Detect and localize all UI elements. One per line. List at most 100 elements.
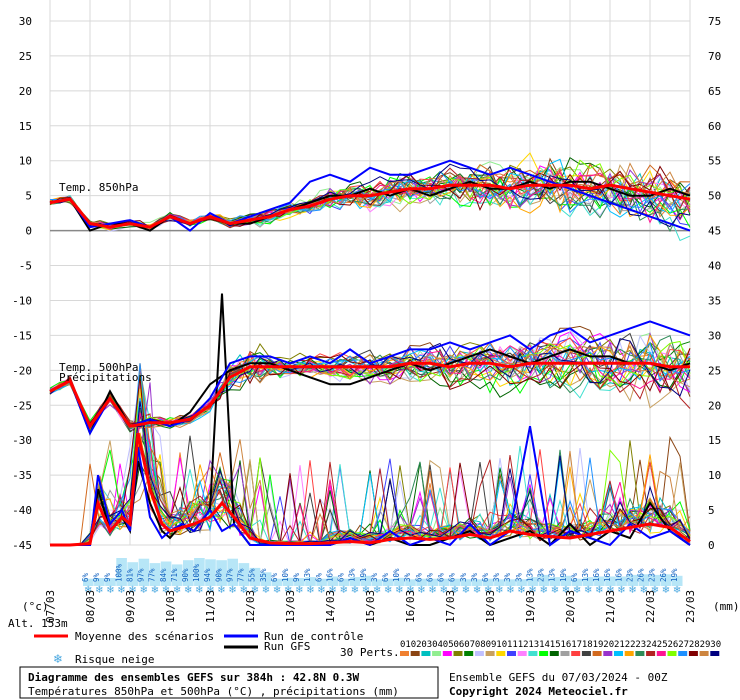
pert-swatch <box>400 651 409 656</box>
right-tick-label: 20 <box>708 399 721 412</box>
pert-swatch <box>453 651 463 656</box>
snowflake-icon: ❄ <box>217 585 225 596</box>
pert-id: 09 <box>486 640 497 650</box>
pert-id: 10 <box>496 640 507 650</box>
risk-bar <box>205 559 216 586</box>
right-tick-label: 65 <box>708 85 721 98</box>
risk-value: 35% <box>259 568 268 582</box>
risk-value: 19% <box>359 568 368 582</box>
risk-bar <box>471 579 483 586</box>
pert-id: 05 <box>443 640 454 650</box>
pert-id: 18 <box>582 640 593 650</box>
risk-bar <box>616 576 627 586</box>
x-tick-label: 18/03 <box>484 590 497 623</box>
risk-value: 3% <box>470 572 479 582</box>
risk-bar <box>438 578 450 586</box>
footer-copyright: Copyright 2024 Meteociel.fr <box>449 685 628 698</box>
risk-value: 3% <box>370 572 379 582</box>
x-tick-label: 14/03 <box>324 590 337 623</box>
snowflake-icon: ❄ <box>184 585 192 596</box>
right-axis-label: (mm) <box>713 600 740 613</box>
risk-value: 100% <box>192 563 201 582</box>
left-tick-label: -40 <box>12 504 32 517</box>
risk-value: 97% <box>137 568 146 582</box>
risk-value: 16% <box>614 568 623 582</box>
pert-id: 26 <box>668 640 679 650</box>
pert-id: 13 <box>528 640 539 650</box>
risk-value: 9% <box>92 572 101 582</box>
pert-swatch <box>667 651 677 656</box>
risk-bar <box>549 577 561 586</box>
risk-value: 23% <box>625 568 634 582</box>
risk-value: 3% <box>492 572 501 582</box>
risk-bar <box>516 579 527 586</box>
left-tick-label: -30 <box>12 434 32 447</box>
risk-bar <box>660 574 672 586</box>
pert-swatch <box>507 651 516 656</box>
risk-value: 3% <box>403 572 412 582</box>
risk-value: 23% <box>648 568 657 582</box>
risk-bar <box>171 564 183 586</box>
right-tick-label: 25 <box>708 364 721 377</box>
risk-value: 26% <box>659 568 668 582</box>
risk-value: 94% <box>203 568 212 582</box>
risk-bar <box>605 576 616 586</box>
snowflake-icon: ❄ <box>595 585 603 596</box>
pert-id: 16 <box>561 640 572 650</box>
right-tick-label: 15 <box>708 434 721 447</box>
snowflake-icon: ❄ <box>562 585 570 596</box>
risk-value: 77% <box>237 568 246 582</box>
snowflake-icon: ❄ <box>251 585 259 596</box>
risk-value: 6% <box>414 572 423 582</box>
risk-bar <box>194 558 205 586</box>
x-tick-label: 07/03 <box>44 590 57 623</box>
left-tick-label: 20 <box>19 85 32 98</box>
snowflake-icon: ❄ <box>351 585 359 596</box>
pert-swatch <box>432 651 442 656</box>
right-tick-label: 60 <box>708 120 721 133</box>
snowflake-icon: ❄ <box>273 585 281 596</box>
risk-bar <box>505 579 516 586</box>
risk-value: 55% <box>248 568 257 582</box>
snowflake-icon: ❄ <box>662 585 670 596</box>
snowflake-icon: ❄ <box>362 585 370 596</box>
left-tick-label: -15 <box>12 329 32 342</box>
pert-id: 15 <box>550 640 561 650</box>
pert-swatch <box>496 651 506 656</box>
footer-run: Ensemble GEFS du 07/03/2024 - 00Z <box>449 671 668 684</box>
pert-id: 01 <box>400 640 411 650</box>
pert-line-t500 <box>49 340 691 433</box>
risk-value: 97% <box>225 568 234 582</box>
main-series-lines <box>49 159 691 547</box>
pert-swatch <box>560 651 570 656</box>
snowflake-icon: ❄ <box>53 652 63 666</box>
snowflake-icon: ❄ <box>128 585 136 596</box>
pert-id: 06 <box>454 640 465 650</box>
axes: 302520151050-5-10-15-20-25-30-35-40-4575… <box>8 15 740 630</box>
risk-value: 13% <box>525 568 534 582</box>
snowflake-icon: ❄ <box>651 585 659 596</box>
risk-bar <box>394 577 405 586</box>
x-tick-label: 13/03 <box>284 590 297 623</box>
risk-bar <box>305 577 316 586</box>
pert-id: 20 <box>603 640 614 650</box>
pert-id: 08 <box>475 640 486 650</box>
x-tick-label: 20/03 <box>564 590 577 623</box>
risk-bar <box>671 575 683 586</box>
risk-bar <box>249 567 261 586</box>
pert-swatch <box>464 651 474 656</box>
risk-bar <box>327 576 338 586</box>
risk-bar <box>105 578 116 586</box>
pert-line-precip <box>50 363 691 546</box>
snowflake-icon: ❄ <box>551 585 559 596</box>
right-tick-label: 75 <box>708 15 721 28</box>
pert-swatch <box>635 651 645 656</box>
pert-swatch <box>646 651 656 656</box>
x-tick-label: 11/03 <box>204 590 217 623</box>
risk-bar <box>449 578 461 586</box>
risk-bar <box>94 578 105 586</box>
pert-id: 12 <box>518 640 529 650</box>
pert-swatch <box>603 651 613 656</box>
risk-value: 3% <box>503 572 512 582</box>
snowflake-icon: ❄ <box>206 585 214 596</box>
